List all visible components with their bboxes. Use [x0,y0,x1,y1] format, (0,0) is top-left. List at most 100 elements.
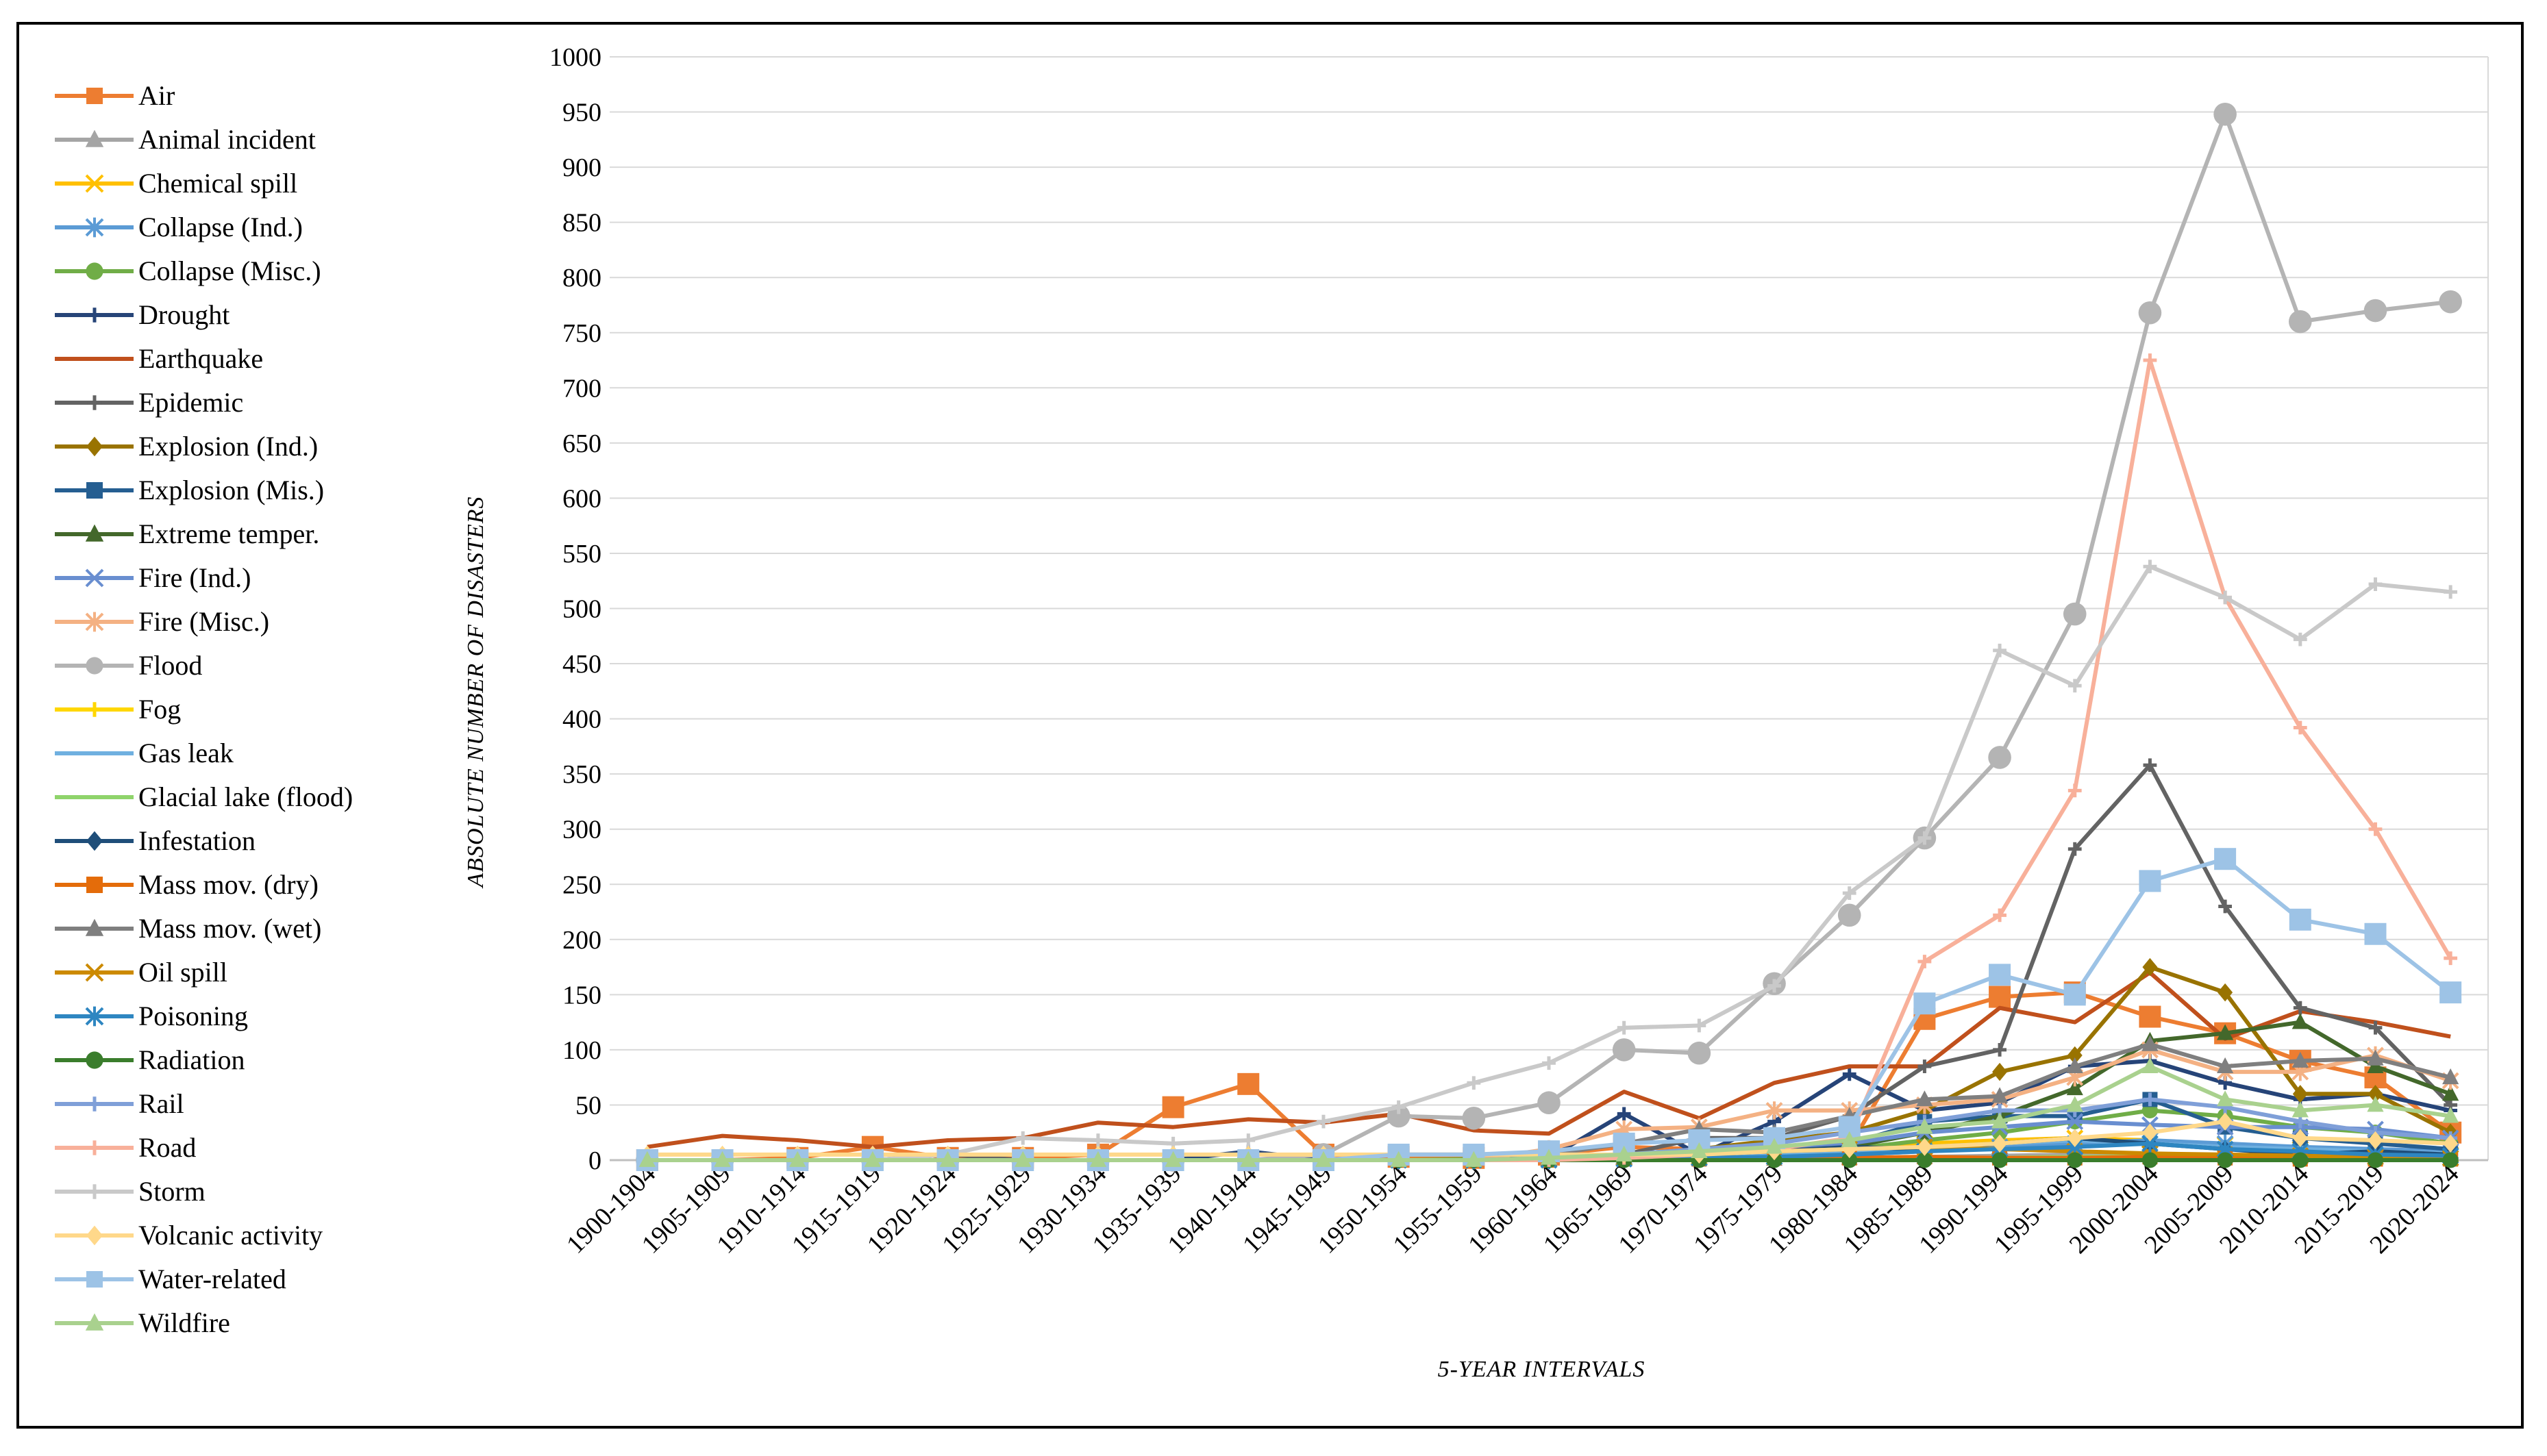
legend-swatch [55,88,134,104]
data-point [2067,1046,2083,1065]
legend-swatch [55,568,134,588]
data-point [2293,632,2307,647]
data-point [1989,964,2011,986]
legend-label: Rail [138,1088,184,1119]
data-point [1837,903,1861,927]
y-tick-label: 350 [562,760,601,789]
data-point [2067,679,2082,693]
data-point [2213,102,2237,126]
data-point [1240,1151,1257,1167]
y-axis-title: ABSOLUTE NUMBER OF DISASTERS [463,496,488,888]
data-point [2063,983,2086,1006]
legend-swatch [55,795,134,799]
data-point [2439,981,2462,1004]
y-tick-label: 200 [562,926,601,955]
data-point [1162,1096,1184,1118]
data-point [2292,1085,2308,1103]
data-point [1765,1138,1783,1154]
y-tick-label: 0 [588,1146,601,1175]
legend-label: Gas leak [138,738,234,768]
y-tick-label: 850 [562,209,601,238]
data-point [1241,1133,1256,1147]
data-point [1015,1151,1032,1167]
data-point [714,1151,731,1167]
data-point [1540,1149,1558,1165]
data-point [2143,353,2157,367]
y-tick-label: 550 [562,540,601,568]
data-point [2444,951,2458,966]
legend-label: Water-related [138,1264,286,1294]
data-point [2139,870,2161,892]
legend-swatch [55,1051,134,1069]
data-point [2067,1152,2083,1168]
data-point [1993,643,2006,657]
data-point [2363,299,2387,323]
data-point [2217,1024,2234,1040]
data-point [87,395,102,410]
data-point [1465,1151,1482,1167]
legend-label: Radiation [138,1044,245,1075]
data-point [2067,783,2082,798]
legend-label: Road [138,1132,197,1163]
series-flood [636,102,2462,1172]
legend-item: Drought [55,294,480,336]
data-point [1462,1106,1486,1130]
data-point [2442,1085,2459,1101]
legend-label: Animal incident [138,124,316,155]
data-point [1691,1142,1708,1159]
data-point [1993,1043,2006,1057]
data-point [2368,822,2383,836]
data-point [2066,1079,2083,1096]
legend-label: Earthquake [138,343,264,374]
y-tick-label: 100 [562,1036,601,1065]
y-tick-label: 600 [562,484,601,513]
legend-label: Drought [138,299,230,330]
data-point [85,963,104,982]
x-tick-labels: 1900-19041905-19091910-19141915-19191920… [561,1159,2464,1259]
data-point [1765,1101,1783,1120]
data-point [85,918,104,936]
data-point [85,174,104,193]
legend-label: Collapse (Misc.) [138,255,321,286]
data-point [2214,848,2237,870]
legend-item: Volcanic activity [55,1215,480,1256]
data-point [1991,1112,2009,1129]
legend-label: Extreme temper. [138,518,320,549]
data-point [86,1225,103,1246]
y-tick-label: 400 [562,705,601,734]
data-point [1617,1020,1631,1035]
legend-label: Volcanic activity [138,1220,323,1251]
data-point [2217,1152,2233,1168]
y-tick-label: 300 [562,816,601,844]
data-point [86,877,103,893]
data-point [1391,1100,1406,1114]
series-storm [640,560,2458,1167]
data-point [1089,1151,1107,1167]
x-axis-title: 5-YEAR INTERVALS [1438,1357,1645,1382]
legend-swatch [55,174,134,193]
legend-label: Epidemic [138,387,244,418]
data-point [1917,1059,1932,1073]
data-point [1390,1151,1407,1167]
data-point [86,88,103,104]
data-point [1537,1091,1561,1115]
y-tick-label: 950 [562,99,601,127]
data-point [1917,955,1932,968]
data-point [86,436,103,457]
legend-label: Mass mov. (dry) [138,869,319,900]
data-point [1617,1107,1631,1121]
data-point [85,217,104,238]
legend-label: Glacial lake (flood) [138,781,353,812]
data-point [2217,1112,2233,1131]
legend-label: Wildfire [138,1307,230,1338]
data-point [2368,1020,2383,1035]
data-point [85,1006,104,1027]
data-point [2443,1134,2459,1153]
data-point [1842,886,1856,901]
data-point [1091,1133,1105,1147]
legend-swatch [55,751,134,755]
data-point [86,482,103,499]
legend-item: Earthquake [55,338,480,379]
data-point [2142,957,2158,977]
data-point [1993,908,2006,922]
